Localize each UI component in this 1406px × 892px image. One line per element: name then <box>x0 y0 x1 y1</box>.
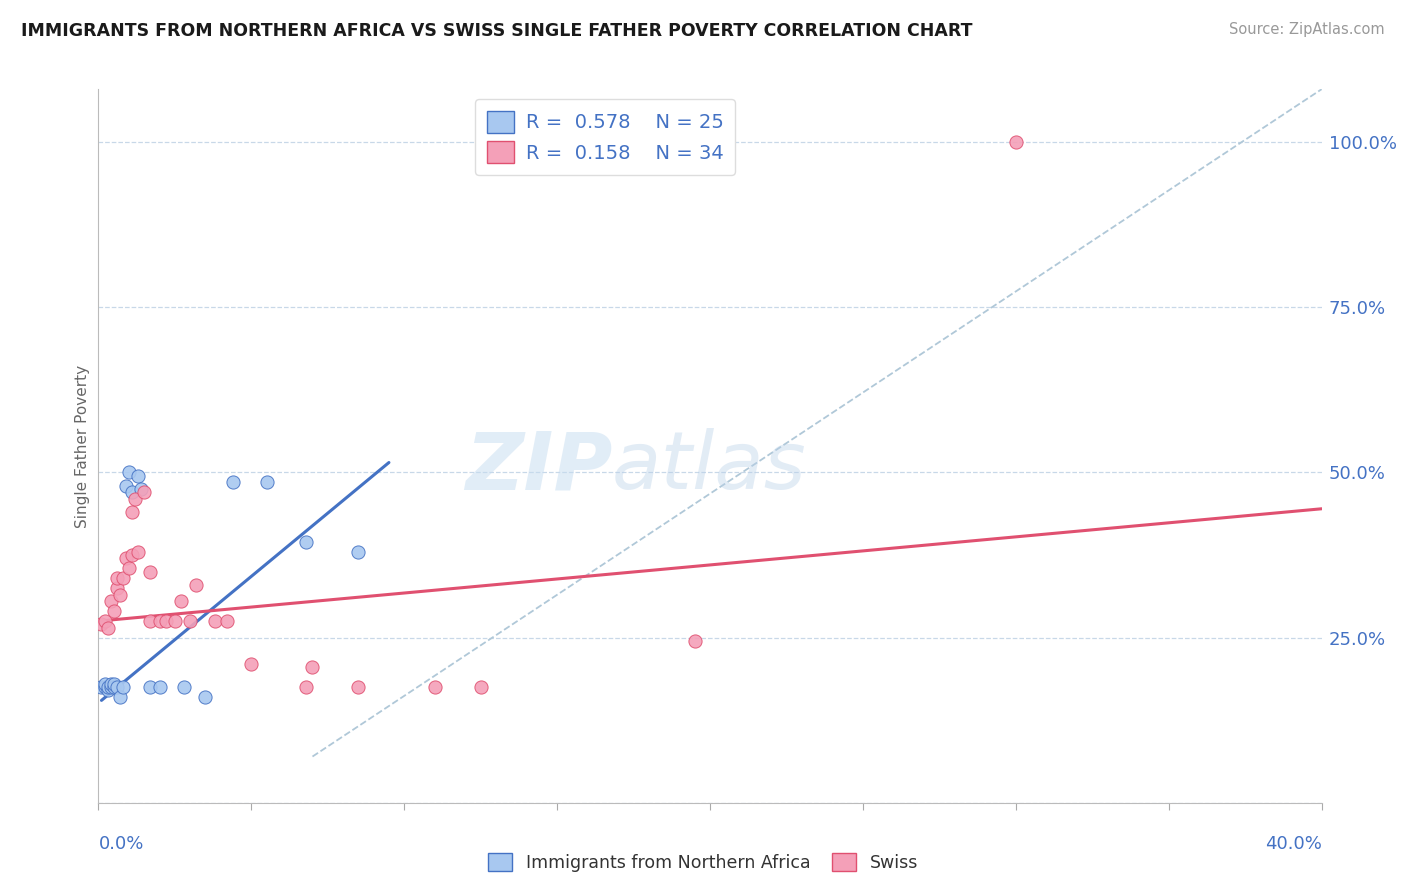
Point <box>111 680 134 694</box>
Text: IMMIGRANTS FROM NORTHERN AFRICA VS SWISS SINGLE FATHER POVERTY CORRELATION CHART: IMMIGRANTS FROM NORTHERN AFRICA VS SWISS… <box>21 22 973 40</box>
Point <box>115 478 138 492</box>
Point <box>423 680 446 694</box>
Point <box>256 475 278 490</box>
Point <box>347 545 370 559</box>
Point <box>90 617 112 632</box>
Point <box>155 614 177 628</box>
Point <box>93 680 115 694</box>
Point <box>347 680 370 694</box>
Point <box>163 614 186 628</box>
Point <box>295 680 318 694</box>
Point <box>240 657 263 671</box>
Point <box>127 468 149 483</box>
Text: Source: ZipAtlas.com: Source: ZipAtlas.com <box>1229 22 1385 37</box>
Point <box>194 690 217 704</box>
Point <box>121 505 143 519</box>
Point <box>222 475 245 490</box>
Point <box>103 677 125 691</box>
Point <box>103 680 125 694</box>
Point <box>121 485 143 500</box>
Point <box>129 482 152 496</box>
Point <box>93 614 115 628</box>
Legend: Immigrants from Northern Africa, Swiss: Immigrants from Northern Africa, Swiss <box>481 847 925 879</box>
Point <box>139 614 162 628</box>
Y-axis label: Single Father Poverty: Single Father Poverty <box>75 365 90 527</box>
Point <box>179 614 201 628</box>
Point <box>100 677 122 691</box>
Point <box>139 565 162 579</box>
Point <box>100 680 122 694</box>
Point <box>97 680 120 694</box>
Point <box>115 551 138 566</box>
Point <box>149 680 172 694</box>
Point <box>97 621 120 635</box>
Point <box>90 680 112 694</box>
Text: 0.0%: 0.0% <box>98 835 143 853</box>
Point <box>118 466 141 480</box>
Point <box>103 604 125 618</box>
Point <box>149 614 172 628</box>
Text: ZIP: ZIP <box>465 428 612 507</box>
Point <box>127 545 149 559</box>
Point <box>118 561 141 575</box>
Point <box>100 594 122 608</box>
Text: atlas: atlas <box>612 428 807 507</box>
Point <box>1004 135 1026 149</box>
Point <box>121 548 143 562</box>
Point <box>111 571 134 585</box>
Point <box>124 491 146 506</box>
Point <box>215 614 238 628</box>
Point <box>93 677 115 691</box>
Point <box>105 680 128 694</box>
Point <box>105 571 128 585</box>
Point <box>173 680 195 694</box>
Point <box>170 594 193 608</box>
Legend: R =  0.578    N = 25, R =  0.158    N = 34: R = 0.578 N = 25, R = 0.158 N = 34 <box>475 99 735 175</box>
Point <box>683 634 706 648</box>
Point <box>134 485 156 500</box>
Text: 40.0%: 40.0% <box>1265 835 1322 853</box>
Point <box>186 578 208 592</box>
Point <box>108 690 131 704</box>
Point <box>295 534 318 549</box>
Point <box>108 588 131 602</box>
Point <box>139 680 162 694</box>
Point <box>204 614 226 628</box>
Point <box>97 683 120 698</box>
Point <box>301 660 323 674</box>
Point <box>105 581 128 595</box>
Point <box>470 680 492 694</box>
